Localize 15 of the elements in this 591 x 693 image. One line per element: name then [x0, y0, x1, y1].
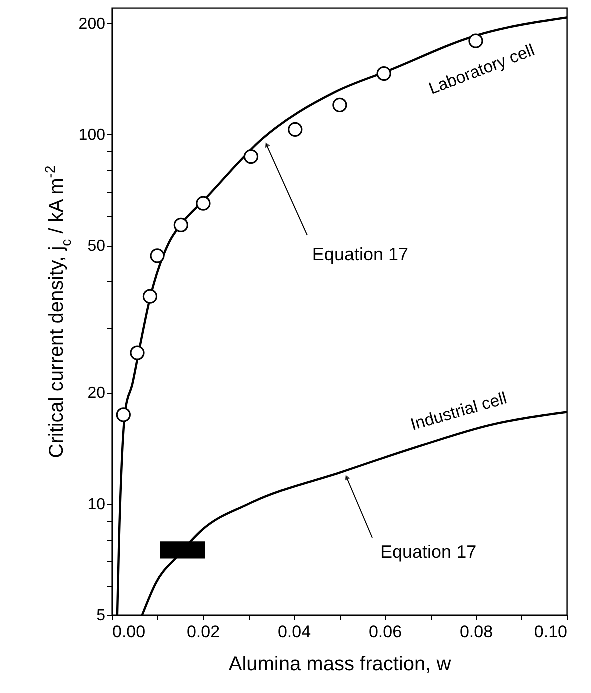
y-tick-label: 10 — [88, 496, 106, 514]
y-tick-label: 100 — [78, 126, 106, 144]
y-tick-label: 20 — [88, 385, 106, 402]
annotation: Equation 17 — [380, 542, 477, 562]
x-tick-label: 0.00 — [112, 622, 146, 642]
x-tick-label: 0.10 — [534, 622, 568, 642]
y-tick-label: 50 — [88, 238, 106, 256]
x-tick-label: 0.06 — [368, 622, 402, 642]
annotation: Equation 17 — [312, 244, 409, 264]
y-tick-label: 200 — [78, 16, 106, 33]
x-tick-label: 0.04 — [278, 622, 312, 642]
x-tick-label: 0.02 — [186, 622, 220, 642]
y-tick-label: 5 — [96, 608, 106, 624]
x-tick-label: 0.08 — [460, 622, 494, 642]
x-axis-title: Alumina mass fraction, w — [228, 654, 452, 676]
